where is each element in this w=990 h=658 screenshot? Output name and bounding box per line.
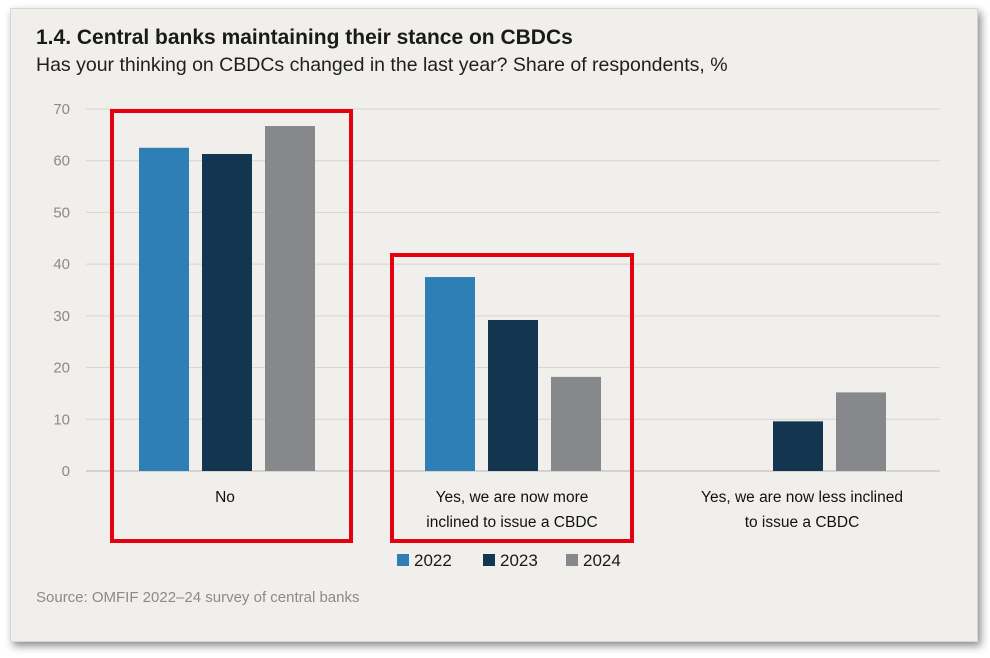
highlight-box [110, 109, 353, 543]
legend-swatch-2023 [483, 554, 495, 566]
y-tick-label: 30 [53, 308, 70, 325]
category-label: to issue a CBDC [745, 514, 860, 531]
legend-swatch-2024 [566, 554, 578, 566]
source-note: Source: OMFIF 2022–24 survey of central … [36, 589, 360, 606]
bar-2023-cat-0 [202, 153, 252, 471]
y-tick-label: 70 [53, 101, 70, 118]
bar-2023-cat-2 [773, 421, 823, 471]
category-label: No [215, 489, 235, 506]
bar-2023-cat-1 [488, 319, 538, 471]
y-tick-label: 50 [53, 204, 70, 221]
category-label: Yes, we are now less inclined [701, 489, 903, 506]
y-tick-label: 20 [53, 360, 70, 377]
chart-subtitle: Has your thinking on CBDCs changed in th… [36, 54, 728, 76]
highlight-box [390, 253, 634, 543]
legend-swatch-2022 [397, 554, 409, 566]
y-tick-label: 40 [53, 256, 70, 273]
category-label: inclined to issue a CBDC [426, 514, 597, 531]
legend-label-2024: 2024 [583, 551, 621, 570]
y-tick-label: 60 [53, 153, 70, 170]
bar-2022-cat-1 [425, 277, 475, 471]
y-tick-label: 0 [62, 463, 70, 480]
bar-2024-cat-1 [551, 376, 601, 471]
y-tick-label: 10 [53, 411, 70, 428]
legend-label-2023: 2023 [500, 551, 538, 570]
chart-title: 1.4. Central banks maintaining their sta… [36, 26, 573, 49]
bar-2024-cat-2 [836, 392, 886, 471]
bar-2022-cat-0 [139, 147, 189, 472]
category-label: Yes, we are now more [436, 489, 589, 506]
bar-2024-cat-0 [265, 126, 315, 472]
legend-label-2022: 2022 [414, 551, 452, 570]
